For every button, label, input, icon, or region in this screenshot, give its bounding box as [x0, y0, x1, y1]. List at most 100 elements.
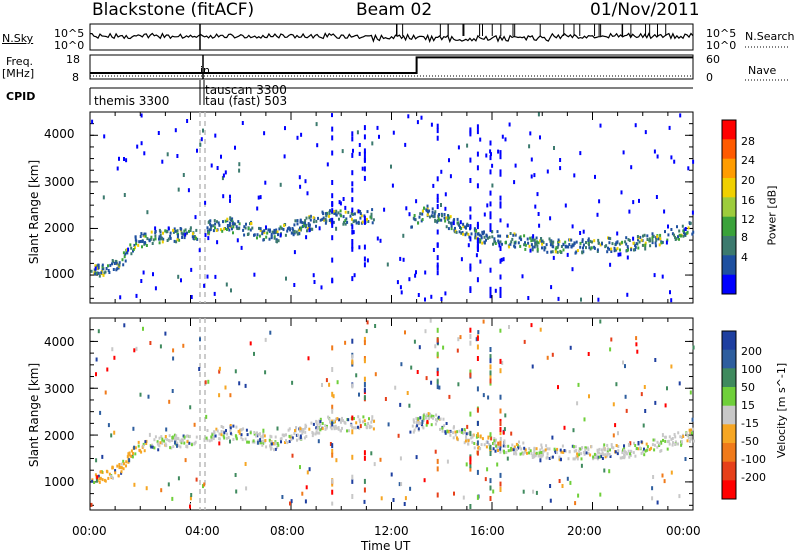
velocity-echo-cell — [329, 420, 331, 424]
power-echo-cell — [508, 245, 511, 249]
power-echo-cell — [183, 236, 186, 240]
velocity-echo-cell — [680, 440, 683, 444]
power-echo-cell — [660, 241, 663, 245]
velocity-echo-cell — [161, 441, 164, 445]
power-echo-cell — [462, 225, 465, 229]
velocity-echo-cell — [327, 415, 330, 419]
power-echo-cell — [97, 271, 100, 275]
velocity-scatter-cell — [97, 329, 100, 334]
velocity-scatter-cell — [370, 451, 373, 456]
velocity-echo-cell — [274, 435, 277, 439]
velocity-scatter-cell — [259, 438, 262, 443]
power-scatter-cell — [189, 228, 192, 232]
power-echo-cell — [366, 217, 368, 221]
power-scatter-cell — [182, 173, 185, 177]
power-echo-cell — [322, 216, 325, 220]
velocity-echo-cell — [303, 436, 306, 440]
velocity-echo-cell — [373, 419, 375, 423]
power-echo-cell — [556, 250, 559, 254]
power-echo-cell — [532, 238, 534, 242]
power-streak-cell — [499, 293, 502, 298]
power-scatter-cell — [498, 243, 501, 248]
velocity-scatter-cell — [171, 496, 174, 501]
power-scatter-cell — [553, 146, 555, 150]
power-scatter-cell — [444, 192, 447, 197]
velocity-colorbar-swatch — [722, 443, 736, 463]
velocity-echo-cell — [183, 435, 186, 439]
velocity-echo-cell — [277, 443, 280, 447]
power-scatter-cell — [174, 128, 177, 133]
velocity-echo-cell — [158, 436, 161, 440]
power-echo-cell — [426, 207, 429, 211]
velocity-streak-cell — [436, 337, 439, 343]
velocity-echo-cell — [220, 433, 223, 437]
velocity-echo-cell — [551, 455, 554, 459]
power-echo-cell — [608, 236, 611, 240]
velocity-scatter-cell — [459, 335, 462, 340]
velocity-scatter-cell — [415, 455, 418, 460]
velocity-scatter-cell — [423, 478, 426, 483]
velocity-scatter-cell — [587, 352, 590, 356]
cpid-mode-tauscan: tauscan 3300 — [205, 83, 287, 97]
power-scatter-cell — [529, 248, 532, 253]
power-scatter-cell — [207, 236, 210, 241]
power-echo-cell — [176, 238, 179, 242]
power-echo-cell — [123, 255, 126, 259]
power-echo-cell — [158, 235, 161, 239]
velocity-scatter-cell — [661, 473, 664, 478]
velocity-scatter-cell — [203, 438, 206, 443]
velocity-echo-cell — [681, 436, 683, 439]
velocity-echo-cell — [616, 452, 619, 456]
velocity-streak-cell — [469, 466, 472, 472]
velocity-echo-cell — [247, 440, 250, 444]
velocity-echo-cell — [358, 418, 361, 422]
power-echo-cell — [637, 238, 639, 242]
velocity-echo-cell — [325, 426, 328, 430]
velocity-echo-cell — [334, 424, 337, 428]
velocity-echo-cell — [543, 449, 546, 453]
power-streak-cell — [331, 277, 334, 283]
velocity-echo-cell — [511, 443, 514, 447]
power-echo-cell — [161, 240, 164, 244]
velocity-scatter-cell — [262, 428, 265, 433]
power-echo-cell — [292, 231, 295, 235]
power-echo-cell — [184, 228, 187, 232]
velocity-echo-cell — [572, 457, 575, 461]
power-echo-cell — [593, 239, 596, 243]
power-streak-cell — [476, 124, 479, 130]
velocity-colorbar-swatch — [722, 405, 736, 425]
power-streak-cell — [331, 126, 334, 132]
velocity-scatter-cell — [95, 478, 98, 483]
velocity-echo-cell — [689, 437, 692, 441]
power-echo-cell — [193, 235, 196, 238]
velocity-scatter-cell — [291, 453, 294, 458]
velocity-echo-cell — [137, 440, 140, 444]
power-scatter-cell — [186, 119, 189, 123]
velocity-echo-cell — [299, 427, 302, 431]
power-echo-cell — [222, 220, 224, 224]
power-echo-cell — [270, 236, 273, 240]
velocity-echo-cell — [235, 437, 238, 441]
power-echo-cell — [139, 240, 142, 243]
power-echo-cell — [189, 226, 192, 230]
velocity-echo-cell — [602, 446, 605, 450]
velocity-echo-cell — [370, 425, 373, 429]
velocity-scatter-cell — [365, 329, 368, 334]
velocity-scatter-cell — [366, 320, 369, 325]
velocity-scatter-cell — [182, 343, 185, 348]
velocity-echo-cell — [319, 420, 322, 424]
velocity-echo-cell — [664, 435, 667, 439]
power-scatter-cell — [404, 142, 407, 147]
velocity-echo-cell — [177, 444, 180, 448]
power-scatter-cell — [203, 283, 206, 288]
power-echo-cell — [651, 241, 654, 245]
power-echo-cell — [307, 222, 310, 226]
velocity-scatter-cell — [551, 435, 554, 440]
power-scatter-cell — [594, 174, 596, 179]
power-scatter-cell — [550, 285, 553, 290]
velocity-echo-cell — [176, 441, 179, 445]
velocity-echo-cell — [304, 426, 307, 430]
velocity-echo-cell — [434, 418, 437, 422]
power-scatter-cell — [653, 149, 656, 154]
velocity-echo-cell — [159, 441, 162, 445]
